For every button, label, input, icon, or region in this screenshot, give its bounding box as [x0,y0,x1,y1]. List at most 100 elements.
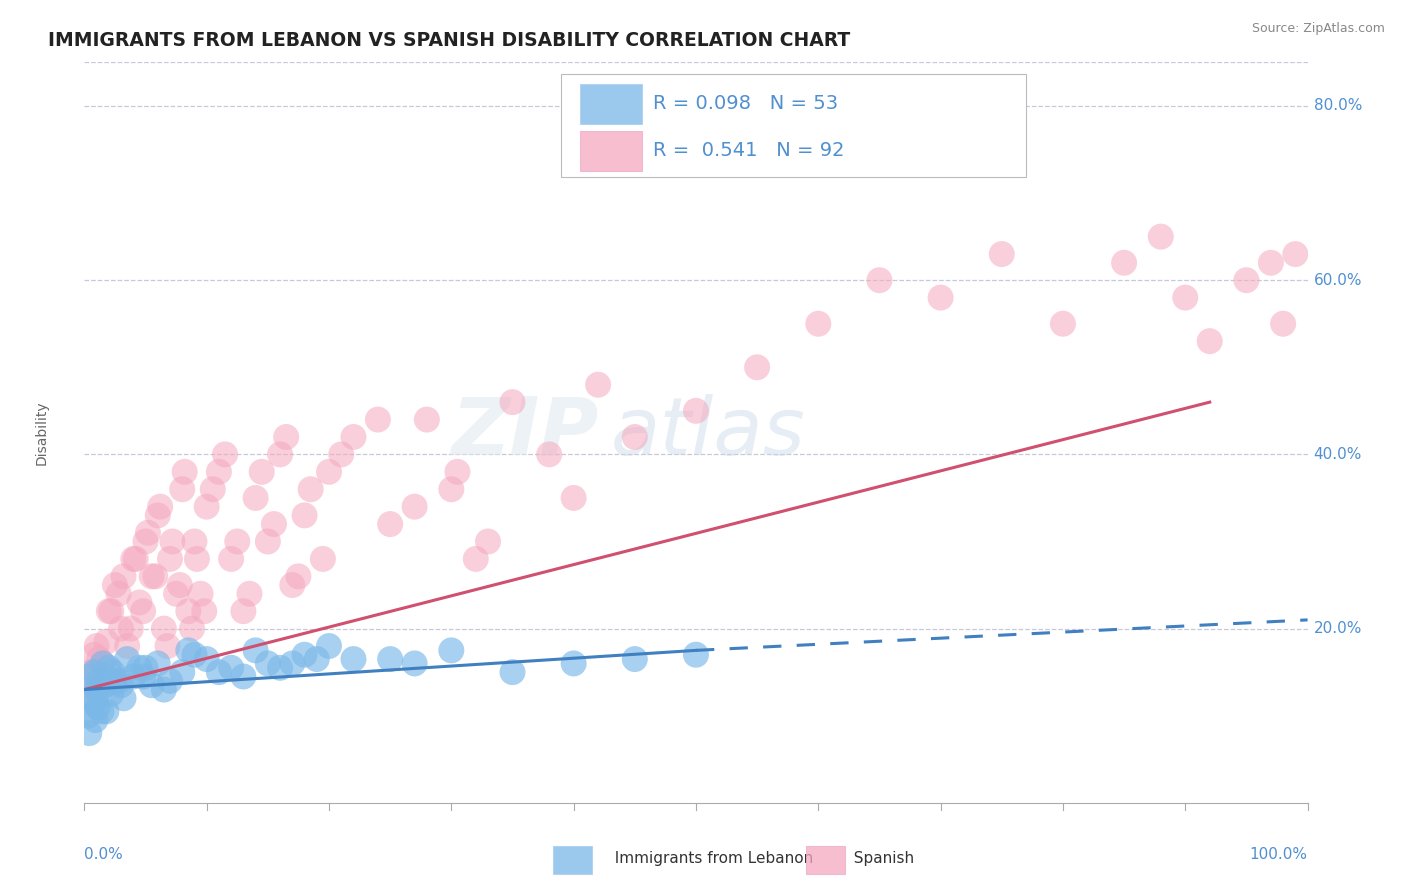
FancyBboxPatch shape [561,73,1026,178]
Point [100,604,122,618]
Point [446,465,468,479]
Point [869,273,891,287]
Point [318,465,340,479]
Point [97,661,120,675]
Point [294,648,316,662]
Point [159,552,181,566]
Point [86,682,108,697]
Point [416,412,439,426]
Point [77,726,100,740]
Point [477,534,499,549]
Point [110,678,132,692]
Point [287,569,309,583]
Point [624,652,647,666]
Point [404,500,426,514]
Point [143,569,166,583]
Point [208,665,231,680]
FancyBboxPatch shape [579,130,643,170]
Point [685,648,707,662]
Point [153,682,176,697]
Point [263,517,285,532]
Text: 0.0%: 0.0% [84,847,124,863]
Point [1174,291,1197,305]
Point [112,569,135,583]
Point [219,552,242,566]
Point [96,704,118,718]
Point [305,652,328,666]
Point [1272,317,1295,331]
Point [685,404,707,418]
Point [107,673,129,688]
Point [128,595,150,609]
Point [195,500,218,514]
Point [562,657,585,671]
Point [122,669,145,683]
Point [107,587,129,601]
Point [342,652,364,666]
Point [276,430,298,444]
Point [97,604,120,618]
Point [502,665,524,680]
Point [112,691,135,706]
Point [141,678,163,692]
Point [177,604,200,618]
Point [104,578,127,592]
Point [245,491,267,505]
Point [195,652,218,666]
Point [84,665,107,680]
Point [991,247,1014,261]
Point [87,700,110,714]
Point [79,669,101,683]
Point [269,447,291,461]
Point [89,682,111,697]
Point [77,708,100,723]
Point [440,643,463,657]
Point [367,412,389,426]
Point [80,673,103,688]
Point [120,622,142,636]
Point [404,657,426,671]
Point [257,657,280,671]
Point [1114,256,1136,270]
Point [146,508,169,523]
Point [186,552,208,566]
Point [79,665,101,680]
Text: ZIP: ZIP [451,393,598,472]
Point [128,661,150,675]
Point [146,657,169,671]
Point [294,508,316,523]
Point [104,673,127,688]
Point [190,587,212,601]
Point [172,665,194,680]
Point [125,552,148,566]
Point [250,465,273,479]
Point [87,652,110,666]
Point [149,500,172,514]
Point [183,534,205,549]
Point [1150,229,1173,244]
Point [82,696,104,710]
Point [1052,317,1074,331]
Point [177,643,200,657]
Point [502,395,524,409]
Point [238,587,260,601]
Point [110,622,132,636]
Point [115,639,138,653]
Point [136,525,159,540]
Text: Spanish: Spanish [844,851,914,865]
Text: R =  0.541   N = 92: R = 0.541 N = 92 [654,141,845,160]
Point [1236,273,1258,287]
Text: Immigrants from Lebanon: Immigrants from Lebanon [605,851,813,865]
Text: 40.0%: 40.0% [1313,447,1362,462]
Point [153,622,176,636]
Point [132,604,155,618]
Point [219,661,242,675]
Point [156,639,179,653]
Text: Disability: Disability [35,401,49,465]
Point [83,665,105,680]
Point [208,465,231,479]
Text: atlas: atlas [610,393,806,472]
Point [299,482,322,496]
Text: 20.0%: 20.0% [1313,621,1362,636]
Point [269,661,291,675]
